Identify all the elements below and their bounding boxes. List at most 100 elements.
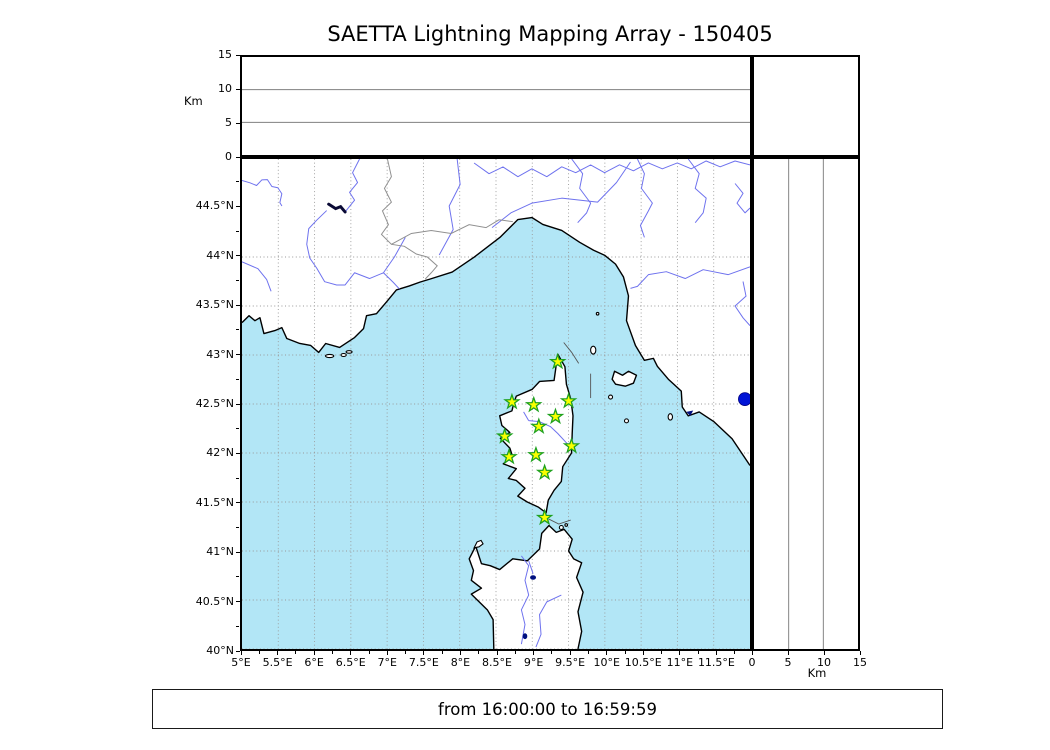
landmasses: [242, 159, 750, 649]
lon-minor-tick: [478, 651, 480, 654]
altitude-latitude-plot: [788, 159, 824, 649]
pianosa-island: [608, 394, 614, 400]
km-tick-label-top: 5: [225, 116, 232, 129]
altitude-longitude-plot: [242, 89, 750, 123]
km-tick-label-right: 10: [817, 656, 831, 669]
asinara-island: [473, 539, 484, 549]
lon-tick: [423, 651, 425, 655]
lon-tick: [606, 651, 608, 655]
km-axis-label-top: Km: [184, 94, 203, 108]
lon-tick: [496, 651, 498, 655]
lon-tick: [459, 651, 461, 655]
km-tick-label-right: 5: [784, 656, 792, 669]
km-tick-top: [236, 122, 240, 124]
km-tick-label-top: 10: [218, 82, 232, 95]
country-borders: [380, 159, 514, 280]
lon-minor-tick: [734, 651, 736, 654]
lon-minor-tick: [405, 651, 407, 654]
lon-minor-tick: [551, 651, 553, 654]
lon-tick-label: 10.5°E: [624, 656, 662, 669]
lon-tick: [715, 651, 717, 655]
lat-minor-tick: [236, 329, 239, 331]
lat-tick-label: 43°N: [206, 347, 234, 361]
lon-tick-label: 9.5°E: [555, 656, 586, 669]
lon-tick-label: 7.5°E: [408, 656, 439, 669]
km-tick-right: [751, 651, 753, 655]
lon-tick-label: 9°E: [523, 656, 544, 669]
km-tick-top: [236, 88, 240, 90]
time-range-caption: from 16:00:00 to 16:59:59: [152, 689, 943, 729]
lat-tick: [236, 205, 240, 207]
misc-line-features: [548, 342, 592, 525]
caprera-island: [564, 523, 569, 527]
porquerolles-island: [324, 353, 335, 359]
lon-tick-label: 6°E: [304, 656, 324, 669]
port-cros-island: [340, 352, 347, 358]
giglio-island: [667, 413, 674, 421]
lightning-event-dot: [738, 392, 750, 406]
lightning-event-markers: [738, 392, 750, 406]
km-tick-label-top: 0: [225, 150, 232, 163]
lat-tick: [236, 452, 240, 454]
lat-minor-tick: [236, 428, 239, 430]
lat-tick-label: 43.5°N: [195, 298, 234, 312]
lon-tick-label: 7°E: [377, 656, 397, 669]
map-panel: [240, 157, 752, 651]
km-tick-label-right: 0: [748, 656, 756, 669]
km-tick-label-right: 15: [853, 656, 867, 669]
elba-island: [612, 371, 637, 387]
maddalena-island: [558, 524, 564, 531]
gorgona-island: [595, 311, 600, 316]
levant-island: [345, 350, 353, 354]
capraia-island: [590, 345, 597, 355]
lma-station-marker: [495, 427, 514, 444]
lakes: [327, 202, 694, 640]
lat-tick-label: 44°N: [206, 248, 234, 262]
lon-tick: [386, 651, 388, 655]
km-axis-label-right: Km: [807, 666, 827, 680]
lma-station-marker: [535, 508, 554, 526]
lat-tick: [236, 502, 240, 504]
lat-minor-tick: [236, 625, 239, 627]
histogram-panel: [752, 55, 860, 157]
lon-tick-label: 8°E: [450, 656, 471, 669]
lat-tick-label: 42°N: [206, 446, 234, 460]
lat-minor-tick: [236, 527, 239, 528]
lake-serre-poncon: [327, 202, 347, 214]
lat-tick: [236, 601, 240, 603]
lma-station-marker: [548, 352, 567, 370]
lon-tick: [569, 651, 571, 655]
lon-tick: [533, 651, 535, 655]
lat-tick: [236, 403, 240, 405]
km-tick-label-top: 15: [218, 48, 232, 61]
lon-minor-tick: [441, 651, 443, 654]
lon-minor-tick: [514, 651, 516, 654]
lma-station-marker: [546, 407, 565, 425]
lat-minor-tick: [236, 477, 239, 479]
rivers: [242, 159, 750, 648]
lon-minor-tick: [295, 651, 297, 654]
lat-tick-label: 40°N: [206, 644, 234, 657]
lon-minor-tick: [697, 651, 699, 654]
lon-tick-label: 5°E: [231, 656, 251, 669]
lma-station-markers: [495, 352, 581, 526]
lon-tick: [350, 651, 352, 655]
lat-tick: [236, 354, 240, 356]
lon-tick: [642, 651, 644, 655]
km-tick-right: [787, 651, 789, 655]
lon-tick: [277, 651, 279, 655]
lat-tick-label: 42.5°N: [195, 397, 234, 410]
lma-station-marker: [562, 436, 581, 454]
sardinia: [469, 525, 584, 649]
lma-station-marker: [529, 417, 548, 434]
lat-tick-label: 41.5°N: [195, 495, 234, 509]
km-tick-right: [859, 651, 861, 655]
lat-minor-tick: [236, 230, 239, 232]
lon-minor-tick: [331, 651, 333, 654]
corsica: [499, 354, 573, 513]
km-tick-top: [236, 54, 240, 56]
altitude-latitude-panel: [752, 157, 860, 651]
montecristo-island: [623, 418, 630, 424]
lma-station-marker: [527, 445, 545, 463]
lat-minor-tick: [236, 378, 239, 380]
